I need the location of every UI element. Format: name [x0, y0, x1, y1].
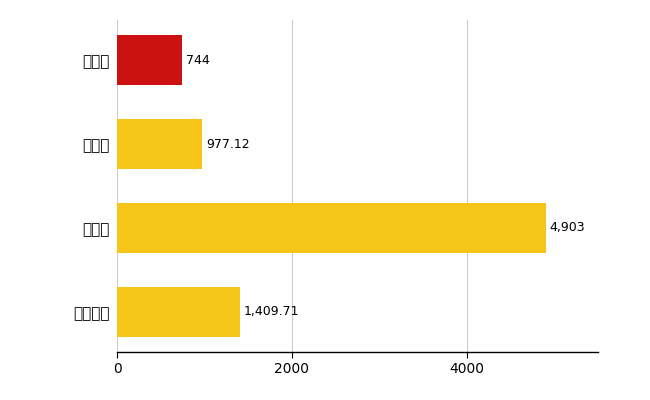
Text: 744: 744 — [185, 54, 209, 67]
Text: 4,903: 4,903 — [549, 222, 585, 234]
Bar — [117, 35, 182, 85]
Text: 977.12: 977.12 — [206, 138, 250, 150]
Bar — [117, 203, 546, 253]
Bar — [117, 119, 202, 169]
Bar — [117, 287, 240, 337]
Text: 1,409.71: 1,409.71 — [244, 305, 299, 318]
